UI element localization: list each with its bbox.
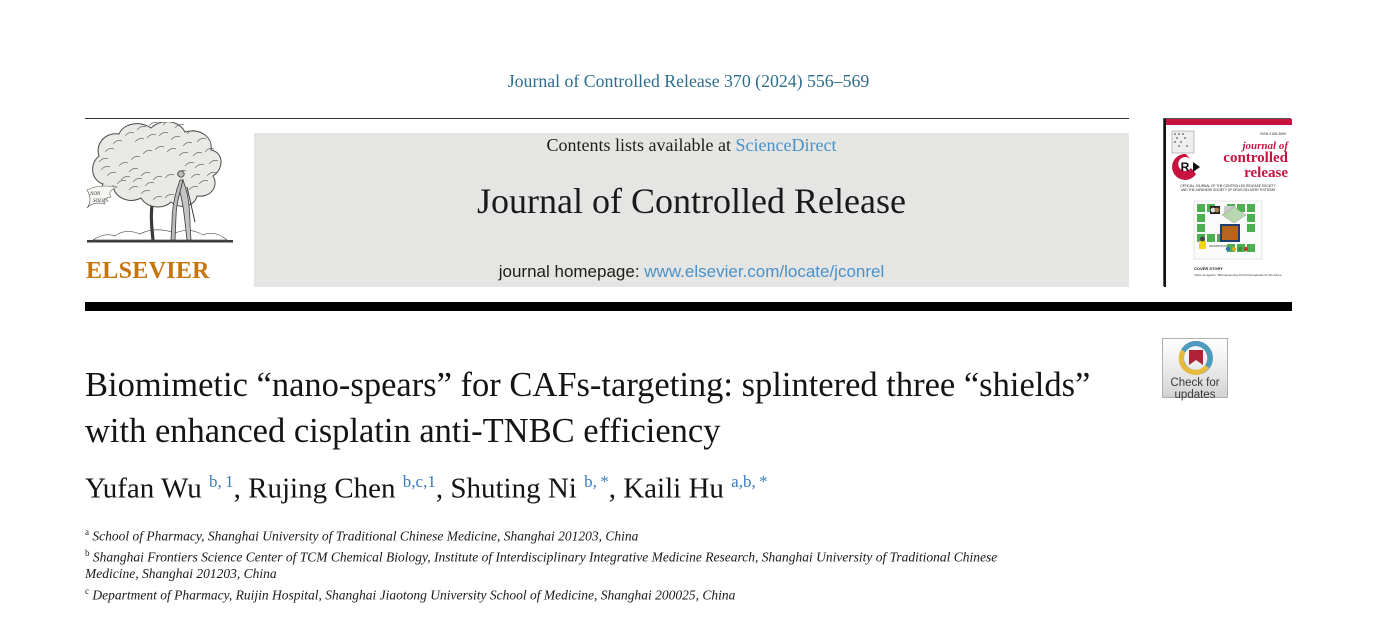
svg-text:AND THE JAPANESE SOCIETY OF DR: AND THE JAPANESE SOCIETY OF DRUG DELIVER… [1181, 188, 1275, 192]
svg-text:SOLUS: SOLUS [93, 199, 109, 204]
svg-text:ISSN 0168-3659: ISSN 0168-3659 [1260, 132, 1286, 136]
svg-text:'Nano tie agents': Bioengineer: 'Nano tie agents': Bioengineering PLGA b… [1194, 273, 1282, 277]
svg-text:release: release [1244, 165, 1288, 181]
svg-text:controlled: controlled [1223, 150, 1288, 166]
svg-text:R: R [1181, 160, 1190, 174]
svg-text:NON: NON [89, 192, 101, 197]
svg-text:COVER STORY: COVER STORY [1194, 266, 1223, 271]
svg-text:INFORMATION: INFORMATION [1209, 244, 1227, 248]
